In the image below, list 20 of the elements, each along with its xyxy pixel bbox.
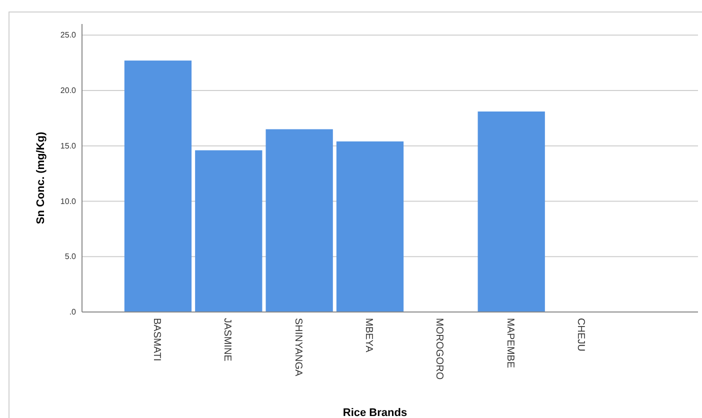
x-tick-label: JASMINE [222, 318, 233, 362]
y-tick-label: 5.0 [64, 252, 77, 262]
y-tick-label: 15.0 [60, 141, 77, 150]
x-tick-label: MAPEMBE [504, 318, 516, 368]
x-tick-label: MOROGORO [434, 318, 445, 380]
bar [478, 112, 545, 312]
bar [266, 129, 333, 312]
bar [336, 141, 404, 312]
y-tick-label: 10.0 [60, 196, 77, 206]
x-tick-label: BASMATI [150, 318, 162, 362]
x-tick-label: MBEYA [363, 318, 374, 353]
y-tick-label: .0 [69, 308, 77, 317]
y-tick-label: 25.0 [60, 30, 77, 40]
y-axis-title: Sn Conc. (mg/Kg) [35, 132, 47, 224]
bar [195, 150, 262, 312]
y-tick-label: 20.0 [60, 86, 77, 96]
x-tick-label: SHINYANGA [292, 318, 304, 376]
x-axis-title: Rice Brands [342, 407, 408, 418]
bar [124, 60, 192, 312]
x-tick-label: CHEJU [575, 318, 586, 352]
